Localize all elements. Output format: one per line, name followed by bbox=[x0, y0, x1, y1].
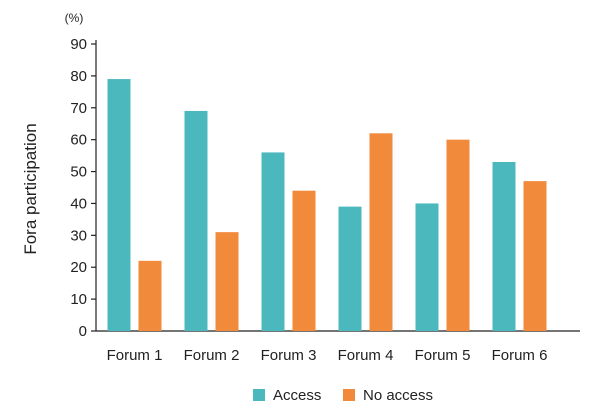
y-axis-title: Fora participation bbox=[21, 123, 40, 254]
x-tick-label: Forum 5 bbox=[415, 347, 471, 364]
x-tick-label: Forum 1 bbox=[107, 347, 163, 364]
y-tick-label: 30 bbox=[70, 227, 87, 244]
legend: Access No access bbox=[253, 387, 433, 404]
y-tick-label: 10 bbox=[70, 291, 87, 308]
y-tick-label: 60 bbox=[70, 132, 87, 149]
bar-no-access-4 bbox=[369, 133, 393, 331]
y-tick-label: 20 bbox=[70, 259, 87, 276]
legend-swatch-access bbox=[253, 389, 265, 401]
x-tick-label: Forum 4 bbox=[338, 347, 394, 364]
bar-no-access-1 bbox=[138, 260, 162, 331]
bars-group bbox=[107, 79, 547, 331]
bar-no-access-6 bbox=[523, 181, 547, 331]
y-tick-label: 50 bbox=[70, 164, 87, 181]
y-tick-label: 80 bbox=[70, 68, 87, 85]
x-axis: Forum 1 Forum 2 Forum 3 Forum 4 Forum 5 Forum… bbox=[96, 330, 580, 364]
x-tick-label: Forum 2 bbox=[184, 347, 240, 364]
legend-label-access: Access bbox=[273, 387, 321, 404]
bar-no-access-5 bbox=[446, 139, 470, 331]
x-tick-label: Forum 3 bbox=[261, 347, 317, 364]
bar-access-5 bbox=[415, 203, 439, 331]
x-tick-label: Forum 6 bbox=[492, 347, 548, 364]
legend-label-no-access: No access bbox=[363, 387, 433, 404]
bar-access-1 bbox=[107, 79, 131, 331]
bar-access-4 bbox=[338, 206, 362, 331]
y-tick-label: 40 bbox=[70, 195, 87, 212]
y-tick-label: 70 bbox=[70, 100, 87, 117]
legend-swatch-no-access bbox=[343, 389, 355, 401]
y-tick-label: 0 bbox=[79, 323, 87, 340]
bar-no-access-2 bbox=[215, 232, 239, 331]
y-tick-label: 90 bbox=[70, 36, 87, 53]
bar-no-access-3 bbox=[292, 190, 316, 331]
bar-access-6 bbox=[492, 161, 516, 331]
y-axis-unit-label: (%) bbox=[65, 11, 84, 25]
bar-access-2 bbox=[184, 110, 208, 331]
y-axis: 0 10 20 30 40 50 60 70 80 90 bbox=[70, 36, 97, 340]
bar-access-3 bbox=[261, 152, 285, 331]
